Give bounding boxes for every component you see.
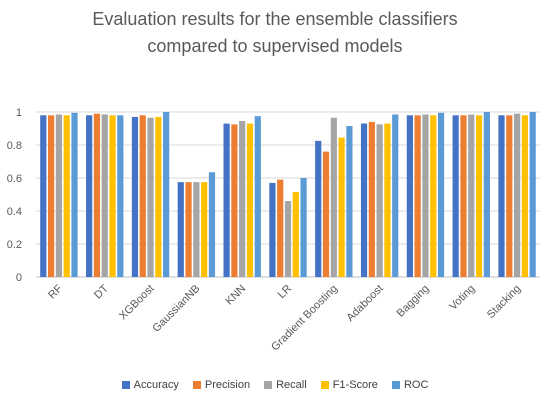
x-tick-label: KNN (223, 283, 248, 308)
bar-precision-rf (48, 115, 55, 277)
legend-swatch (320, 381, 329, 389)
legend-label: Precision (204, 379, 251, 391)
bar-roc-lr (300, 178, 307, 277)
bar-precision-dt (93, 113, 101, 278)
bar-roc-dt (117, 115, 124, 277)
bar-recall-lr (284, 201, 292, 277)
bar-accuracy-bagging (406, 115, 413, 277)
y-tick-label: 1 (16, 107, 22, 119)
bar-f1-score-knn (246, 123, 254, 277)
bar-precision-adaboost (368, 121, 375, 278)
y-tick-label: 0 (16, 272, 22, 284)
legend-label: Accuracy (133, 379, 179, 391)
bar-accuracy-knn (223, 123, 230, 277)
chart-title-line-1: Evaluation results for the ensemble clas… (92, 9, 458, 29)
bar-roc-rf (71, 112, 78, 277)
legend-label: F1-Score (332, 379, 378, 391)
bar-roc-gaussiannb (208, 172, 216, 277)
bar-roc-adaboost (392, 114, 399, 277)
bar-f1-score-xgboost (155, 116, 162, 277)
legend-item-accuracy: Accuracy (121, 379, 179, 391)
y-tick-label: 0.2 (7, 239, 22, 251)
bar-precision-xgboost (139, 115, 146, 277)
x-tick-label: Stacking (485, 283, 523, 321)
chart-title-line-2: compared to supervised models (147, 36, 403, 56)
bar-f1-score-stacking (521, 115, 528, 277)
legend-item-precision: Precision (192, 379, 251, 391)
bar-roc-knn (254, 116, 261, 277)
bar-recall-adaboost (376, 124, 383, 277)
y-axis-tick-labels: 0 0.2 0.4 0.6 0.8 1 (7, 107, 22, 284)
legend-item-recall: Recall (264, 379, 307, 391)
legend-label: Recall (276, 379, 307, 391)
bar-f1-score-voting (475, 115, 483, 277)
bar-roc-stacking (529, 112, 536, 277)
bars (40, 112, 536, 278)
x-tick-label: XGBoost (117, 283, 157, 323)
y-tick-label: 0.8 (7, 140, 22, 152)
y-tick-label: 0.6 (7, 173, 22, 185)
bar-recall-knn (239, 121, 246, 277)
bar-precision-voting (460, 115, 467, 277)
bar-roc-voting (483, 112, 490, 277)
bar-f1-score-gaussiannb (201, 182, 208, 277)
legend-swatch (264, 381, 273, 389)
bar-accuracy-stacking (498, 115, 505, 277)
legend-label: ROC (403, 379, 429, 391)
bar-recall-xgboost (147, 117, 154, 278)
bar-f1-score-rf (63, 115, 70, 277)
bar-recall-voting (468, 114, 475, 277)
bar-f1-score-dt (109, 115, 116, 277)
bar-f1-score-lr (292, 192, 299, 277)
bar-recall-stacking (513, 113, 521, 278)
bar-accuracy-gradient-boosting (315, 140, 322, 277)
bar-precision-bagging (414, 115, 421, 277)
bar-precision-lr (277, 179, 284, 277)
bar-accuracy-voting (452, 115, 459, 277)
x-tick-label: Adaboost (344, 283, 385, 324)
x-tick-label: Voting (447, 283, 477, 313)
bar-accuracy-rf (40, 115, 47, 277)
bar-precision-knn (231, 124, 238, 277)
legend: Accuracy Precision Recall F1-Score ROC (0, 379, 550, 391)
bar-accuracy-lr (269, 182, 276, 277)
bar-precision-gradient-boosting (322, 151, 330, 277)
bar-accuracy-dt (86, 115, 93, 277)
bar-precision-gaussiannb (185, 182, 192, 277)
x-tick-label: DT (92, 282, 111, 301)
bar-f1-score-bagging (430, 115, 437, 277)
legend-swatch (391, 381, 400, 389)
legend-item-f1-score: F1-Score (320, 379, 378, 391)
bar-f1-score-adaboost (384, 123, 391, 277)
bar-f1-score-gradient-boosting (338, 137, 345, 277)
bar-accuracy-adaboost (360, 123, 368, 277)
bar-precision-stacking (506, 115, 513, 277)
bar-roc-bagging (437, 112, 445, 277)
x-tick-label: Bagging (395, 283, 432, 320)
x-tick-label: LR (276, 283, 294, 301)
chart-title: Evaluation results for the ensemble clas… (0, 6, 550, 60)
bar-recall-rf (55, 114, 63, 277)
x-tick-label: RF (46, 282, 65, 301)
bar-recall-gradient-boosting (330, 117, 337, 278)
legend-item-roc: ROC (391, 379, 429, 391)
legend-swatch (121, 381, 130, 389)
bar-recall-dt (101, 114, 108, 277)
bar-recall-gaussiannb (193, 182, 200, 277)
legend-swatch (192, 381, 201, 389)
bar-roc-xgboost (163, 112, 170, 277)
y-tick-label: 0.4 (7, 206, 22, 218)
x-tick-label: GaussianNB (150, 283, 202, 335)
bar-accuracy-gaussiannb (177, 182, 184, 277)
bar-accuracy-xgboost (131, 116, 139, 277)
bar-recall-bagging (422, 114, 429, 277)
bar-roc-gradient-boosting (346, 126, 353, 278)
